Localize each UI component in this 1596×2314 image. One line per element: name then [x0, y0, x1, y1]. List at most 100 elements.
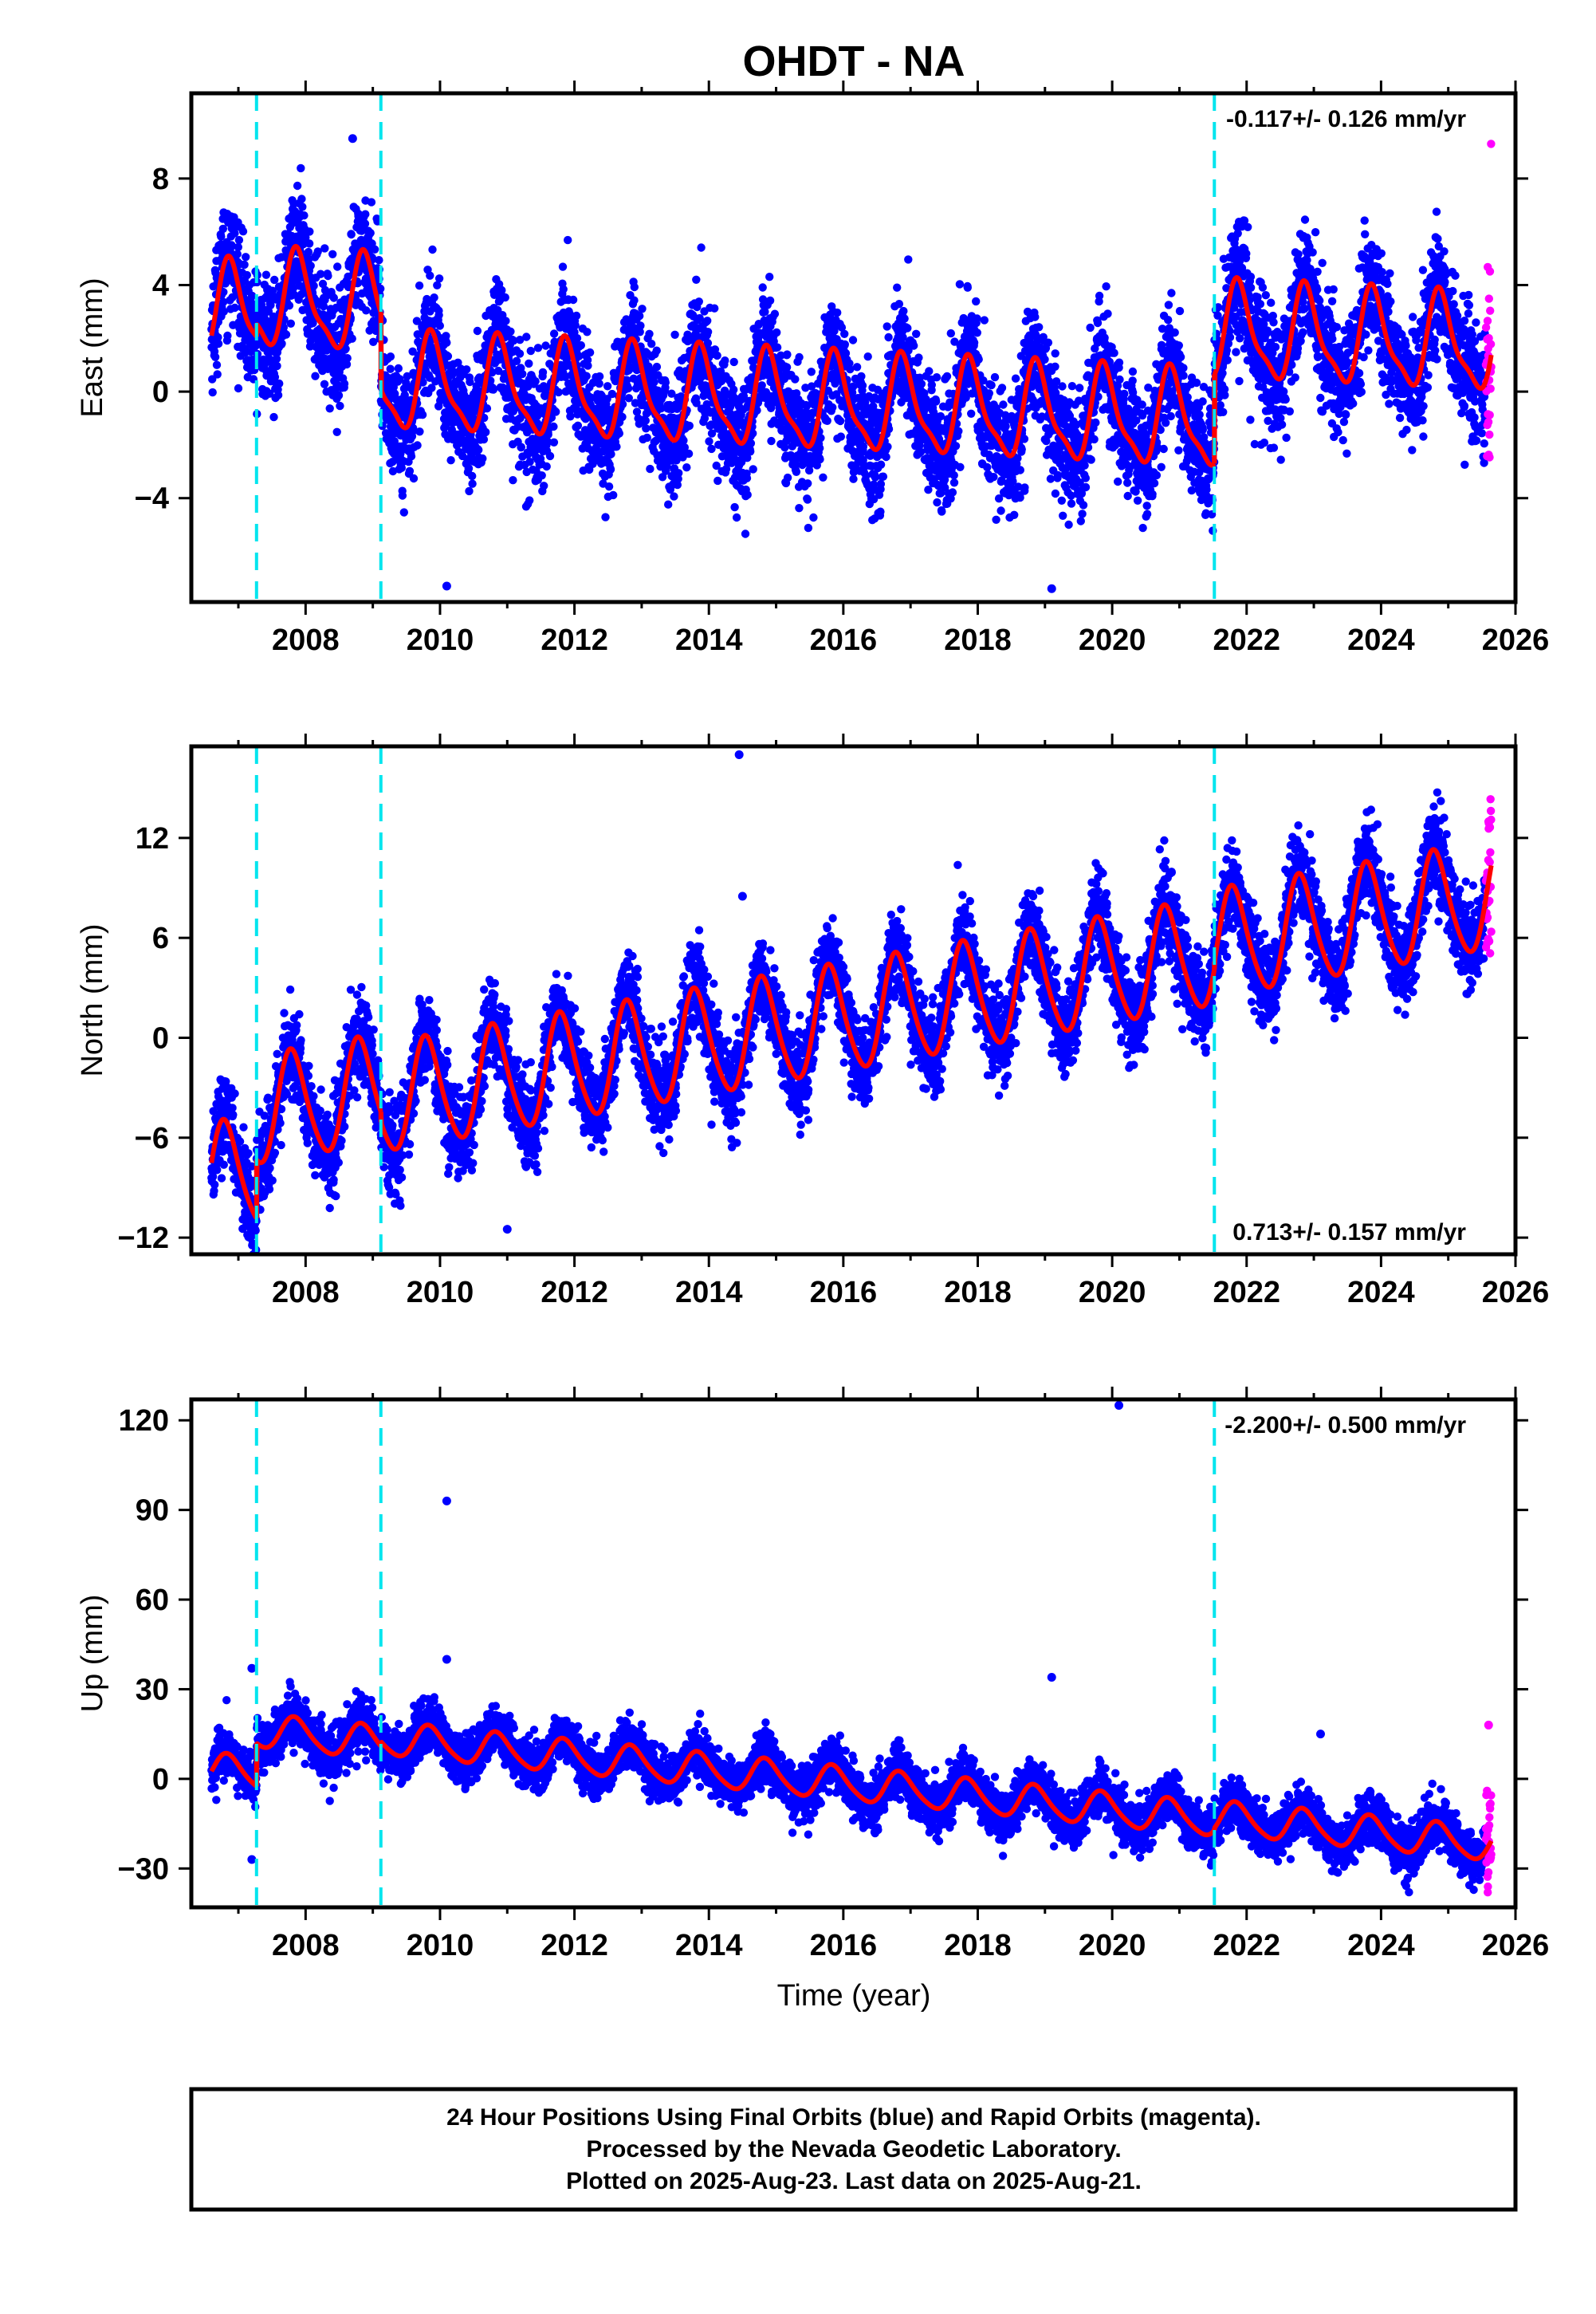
data-point [386, 364, 395, 373]
data-point [347, 230, 356, 239]
data-point [305, 239, 314, 248]
data-point [705, 437, 713, 446]
data-point [1067, 382, 1077, 391]
data-point [234, 242, 242, 252]
data-point [606, 465, 615, 474]
data-point [804, 479, 812, 488]
data-point [816, 434, 825, 443]
data-point [946, 329, 956, 338]
data-point [340, 380, 349, 388]
data-point [1091, 418, 1100, 427]
data-point [1051, 349, 1059, 358]
data-point [399, 508, 408, 517]
data-point [518, 369, 527, 379]
data-point [300, 211, 309, 220]
data-point [749, 465, 757, 474]
data-point [348, 334, 356, 343]
data-point [999, 400, 1008, 409]
data-point [967, 409, 976, 418]
data-point [442, 338, 451, 347]
data-point [783, 473, 792, 482]
data-point [568, 295, 578, 305]
data-point [582, 372, 591, 380]
data-point [479, 435, 489, 444]
data-point [904, 255, 913, 264]
data-point [963, 283, 973, 292]
data-point [917, 380, 926, 388]
data-point [306, 262, 315, 270]
data-point [707, 444, 716, 454]
data-point [927, 380, 937, 389]
data-point [703, 317, 712, 325]
data-point [506, 327, 515, 336]
data-point [765, 273, 774, 281]
data-point [541, 341, 550, 350]
data-point [482, 404, 492, 413]
data-point [1090, 435, 1099, 444]
data-point [394, 364, 403, 373]
data-point [852, 363, 862, 372]
data-point [1058, 382, 1067, 391]
data-point [973, 314, 981, 323]
data-point [223, 331, 232, 340]
data-point [638, 305, 647, 313]
data-point [1016, 466, 1025, 474]
data-point [418, 411, 427, 419]
data-point [1010, 510, 1019, 519]
data-point [218, 297, 228, 306]
data-point [228, 293, 237, 301]
data-point [1001, 422, 1010, 431]
data-point [636, 321, 645, 330]
data-point [316, 270, 325, 278]
data-point [729, 357, 738, 367]
data-point [413, 441, 422, 450]
data-point [566, 412, 575, 421]
data-point [332, 427, 341, 436]
data-point [208, 388, 217, 397]
data-point [361, 210, 370, 218]
data-point [240, 260, 249, 270]
data-point [713, 476, 722, 486]
data-point [804, 523, 813, 533]
data-point [807, 368, 816, 376]
data-point [273, 391, 283, 399]
data-point [987, 380, 996, 390]
data-point [645, 329, 654, 338]
data-point [297, 195, 306, 203]
data-point [795, 352, 804, 362]
data-point [846, 364, 855, 374]
data-point [305, 227, 314, 236]
data-point [685, 421, 694, 431]
data-point [218, 224, 227, 234]
data-point [682, 463, 691, 472]
data-point [549, 422, 558, 431]
data-point [388, 466, 398, 476]
data-point [876, 460, 886, 469]
data-point [1059, 511, 1067, 520]
figure-title: OHDT - NA [743, 37, 965, 85]
data-point [515, 349, 525, 358]
data-point [219, 307, 228, 316]
data-point [595, 372, 604, 381]
data-point [835, 416, 845, 426]
data-point [234, 384, 243, 393]
data-point [474, 446, 483, 455]
data-point [558, 262, 568, 271]
data-point [765, 296, 775, 305]
data-point [647, 340, 656, 348]
data-point [949, 478, 959, 487]
east-panel: 2008 2010 2012 2014 2016 2018 2020 2022 2024 2026… [76, 81, 1549, 657]
data-point [816, 455, 824, 464]
data-point [375, 256, 383, 265]
data-point [1076, 517, 1086, 525]
data-point [572, 311, 581, 321]
plot-area [207, 134, 1496, 593]
data-point [931, 397, 941, 406]
data-point [390, 437, 399, 446]
data-point [684, 449, 694, 458]
data-point [642, 424, 651, 433]
data-point [540, 482, 548, 490]
data-point [876, 479, 886, 489]
data-point [585, 348, 595, 357]
data-point [863, 352, 872, 361]
